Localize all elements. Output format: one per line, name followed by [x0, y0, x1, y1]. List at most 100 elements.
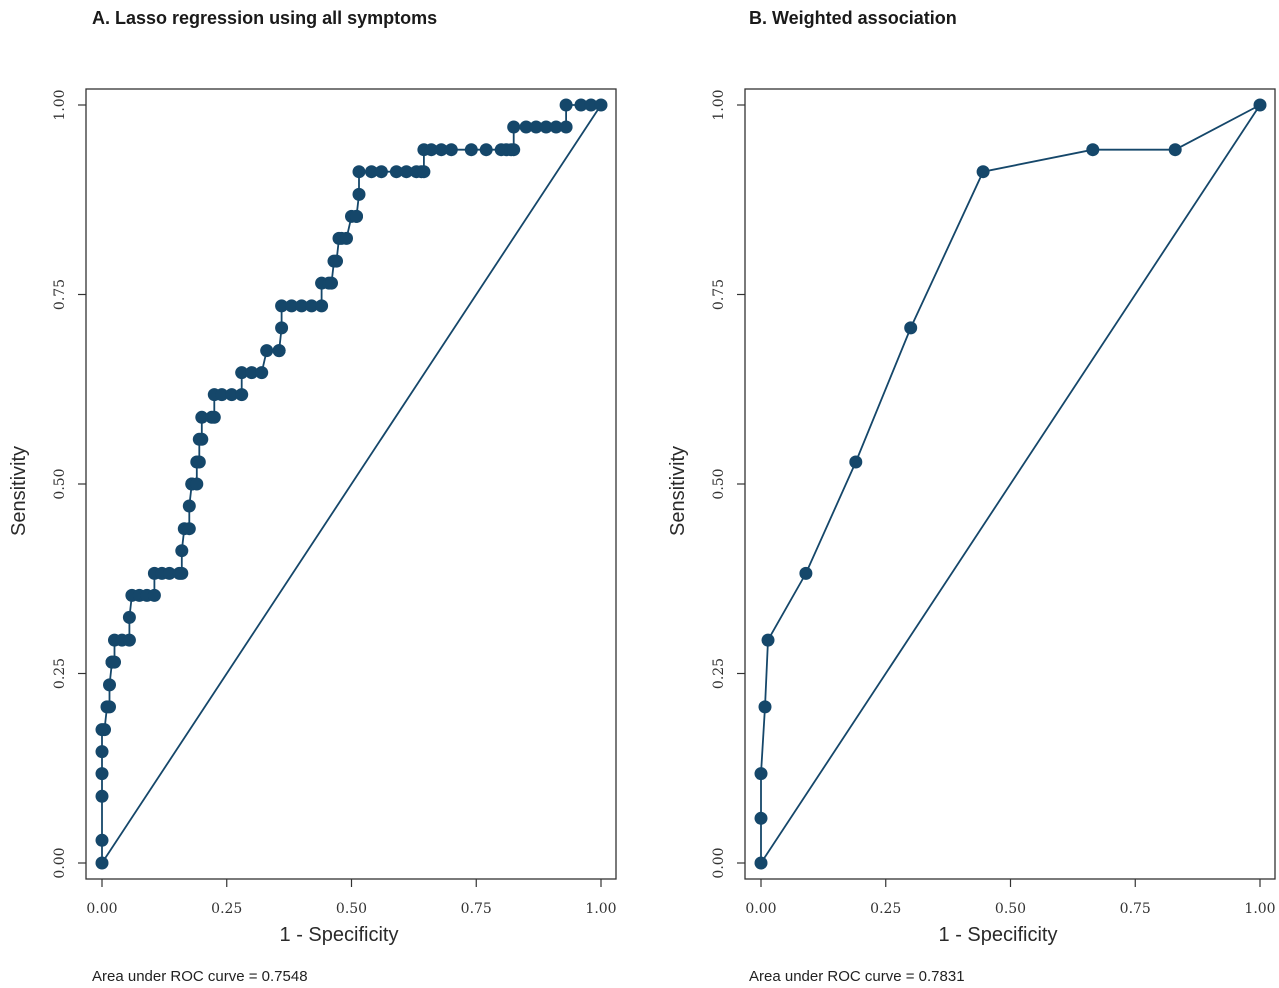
roc-point — [108, 655, 121, 669]
y-tick-label: 0.00 — [711, 847, 727, 878]
roc-point — [507, 120, 521, 134]
panel-b-x-axis: 0.00 0.25 0.50 0.75 1.00 — [745, 879, 1276, 917]
roc-point — [365, 165, 378, 179]
roc-point — [594, 98, 608, 112]
roc-point — [507, 143, 521, 157]
roc-point — [340, 231, 353, 245]
panel-b-x-axis-title: 1 - Specificity — [939, 924, 1058, 946]
x-tick-label: 1.00 — [585, 901, 616, 917]
x-tick-label: 0.50 — [336, 901, 367, 917]
panel-b: B. Weighted association 0.00 0.25 0.50 0.75… — [667, 8, 1276, 985]
roc-point — [215, 388, 229, 402]
y-tick-label: 0.25 — [711, 658, 727, 689]
y-tick-label: 0.75 — [52, 279, 68, 310]
roc-point — [374, 165, 388, 179]
x-tick-label: 0.00 — [745, 901, 776, 917]
roc-point — [754, 811, 768, 825]
roc-point — [122, 610, 136, 624]
roc-point — [182, 499, 196, 513]
roc-point — [95, 745, 109, 759]
panel-b-roc-points — [754, 98, 1267, 870]
panel-a-title: A. Lasso regression using all symptoms — [92, 8, 437, 28]
roc-point — [849, 455, 863, 469]
x-tick-label: 0.75 — [1120, 901, 1151, 917]
y-tick-label: 0.75 — [711, 279, 727, 310]
roc-point — [424, 143, 438, 157]
roc-point — [225, 388, 239, 402]
panel-a-y-axis-title: Sensitivity — [8, 446, 30, 536]
roc-point — [260, 344, 274, 358]
roc-point — [95, 833, 109, 847]
roc-point — [904, 321, 918, 335]
roc-point — [444, 143, 458, 157]
roc-point — [95, 789, 109, 803]
y-tick-label: 0.25 — [52, 658, 68, 689]
x-tick-label: 0.25 — [211, 901, 242, 917]
roc-point — [235, 366, 249, 380]
x-tick-label: 0.25 — [870, 901, 901, 917]
panel-a-roc-points — [95, 98, 608, 870]
panel-a-auc-annotation: Area under ROC curve = 0.7548 — [92, 968, 308, 985]
roc-point — [103, 700, 116, 714]
roc-point — [559, 98, 573, 112]
roc-point — [559, 120, 573, 134]
roc-point — [95, 856, 109, 870]
roc-point — [758, 700, 772, 714]
panel-b-reference-line — [760, 104, 1261, 864]
roc-point — [275, 299, 289, 313]
roc-point — [399, 165, 413, 179]
roc-point — [539, 120, 553, 134]
x-tick-label: 0.00 — [86, 901, 117, 917]
y-tick-label: 0.00 — [52, 847, 68, 878]
roc-point — [1168, 143, 1182, 157]
roc-point — [479, 143, 493, 157]
roc-point — [519, 120, 533, 134]
roc-point — [350, 209, 363, 223]
roc-point — [285, 299, 299, 313]
x-tick-label: 0.75 — [461, 901, 492, 917]
panel-a-reference-line — [101, 104, 602, 864]
roc-point — [976, 165, 990, 179]
roc-point — [352, 165, 366, 179]
panel-b-y-axis: 0.00 0.25 0.50 0.75 1.00 — [711, 89, 745, 879]
panel-a-x-axis-title: 1 - Specificity — [280, 924, 399, 946]
roc-point — [1086, 143, 1100, 157]
roc-point — [272, 344, 286, 358]
panel-b-y-axis-title: Sensitivity — [667, 446, 689, 536]
roc-point — [195, 432, 209, 446]
roc-point — [325, 276, 338, 290]
roc-point — [389, 165, 403, 179]
roc-point — [799, 566, 813, 580]
roc-point — [245, 366, 259, 380]
panel-b-roc-curve — [760, 104, 1261, 863]
roc-point — [330, 254, 343, 268]
roc-point — [103, 678, 116, 692]
x-tick-label: 0.50 — [995, 901, 1026, 917]
roc-point — [195, 410, 209, 424]
roc-point — [95, 767, 109, 781]
roc-point — [207, 410, 221, 424]
panel-a-x-axis: 0.00 0.25 0.50 0.75 1.00 — [86, 879, 617, 917]
roc-point — [529, 120, 543, 134]
roc-point — [1253, 98, 1267, 112]
roc-point — [434, 143, 448, 157]
panel-b-title: B. Weighted association — [749, 8, 957, 28]
roc-point — [175, 544, 189, 558]
roc-point — [549, 120, 563, 134]
roc-point — [584, 98, 598, 112]
panel-b-auc-annotation: Area under ROC curve = 0.7831 — [749, 968, 965, 985]
roc-point — [295, 299, 309, 313]
roc-point — [315, 299, 329, 313]
roc-point — [98, 723, 111, 737]
roc-point — [761, 633, 775, 647]
y-tick-label: 1.00 — [52, 89, 68, 120]
y-tick-label: 0.50 — [711, 468, 727, 499]
roc-point — [352, 187, 366, 201]
roc-point — [235, 388, 249, 402]
roc-point — [464, 143, 478, 157]
roc-point — [122, 633, 136, 647]
y-tick-label: 1.00 — [711, 89, 727, 120]
roc-point — [162, 566, 176, 580]
roc-point — [417, 165, 431, 179]
